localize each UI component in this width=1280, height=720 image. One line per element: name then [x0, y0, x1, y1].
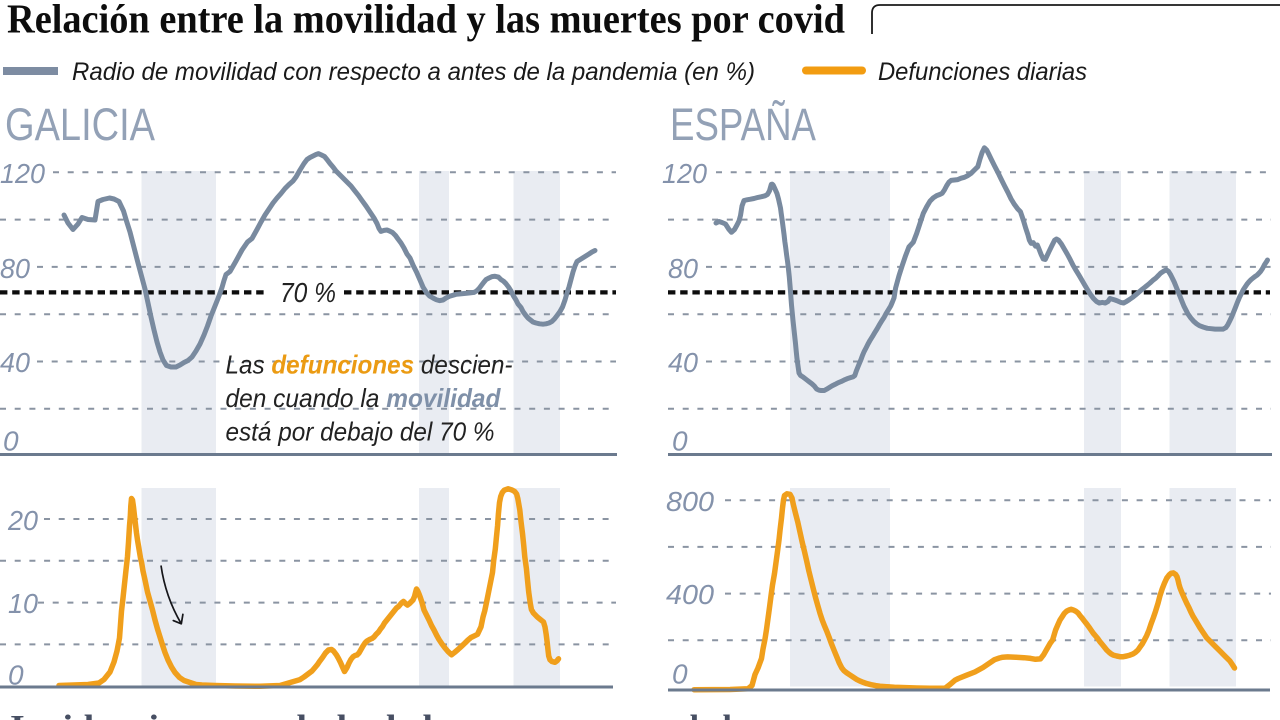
svg-text:Radio de movilidad con respect: Radio de movilidad con respecto a antes …: [72, 58, 755, 86]
svg-text:está por debajo del 70 %: está por debajo del 70 %: [226, 417, 495, 447]
svg-text:den cuando la movilidad: den cuando la movilidad: [226, 383, 502, 413]
svg-text:10: 10: [8, 588, 38, 619]
svg-text:120: 120: [662, 158, 707, 189]
svg-text:800: 800: [666, 486, 714, 517]
svg-text:de l: de l: [680, 709, 732, 720]
svg-text:80: 80: [0, 253, 30, 284]
svg-text:70 %: 70 %: [280, 277, 336, 308]
svg-text:Las defunciones descien-: Las defunciones descien-: [226, 349, 513, 379]
svg-text:Defunciones diarias: Defunciones diarias: [878, 58, 1087, 86]
svg-text:120: 120: [0, 158, 45, 189]
svg-text:0: 0: [672, 659, 688, 690]
svg-text:20: 20: [7, 505, 38, 536]
svg-text:0: 0: [8, 660, 24, 691]
svg-text:ESPAÑA: ESPAÑA: [670, 99, 816, 150]
svg-text:0: 0: [672, 426, 688, 457]
svg-text:40: 40: [0, 347, 30, 378]
svg-text:0: 0: [3, 426, 19, 457]
svg-text:Relación entre la movilidad y: Relación entre la movilidad y las muerte…: [7, 0, 845, 42]
svg-text:40: 40: [668, 347, 698, 378]
svg-text:80: 80: [668, 253, 698, 284]
svg-text:Incidencia acumulada de los ca: Incidencia acumulada de los casos: [10, 709, 560, 720]
svg-text:400: 400: [666, 579, 714, 610]
svg-text:GALICIA: GALICIA: [5, 99, 155, 150]
